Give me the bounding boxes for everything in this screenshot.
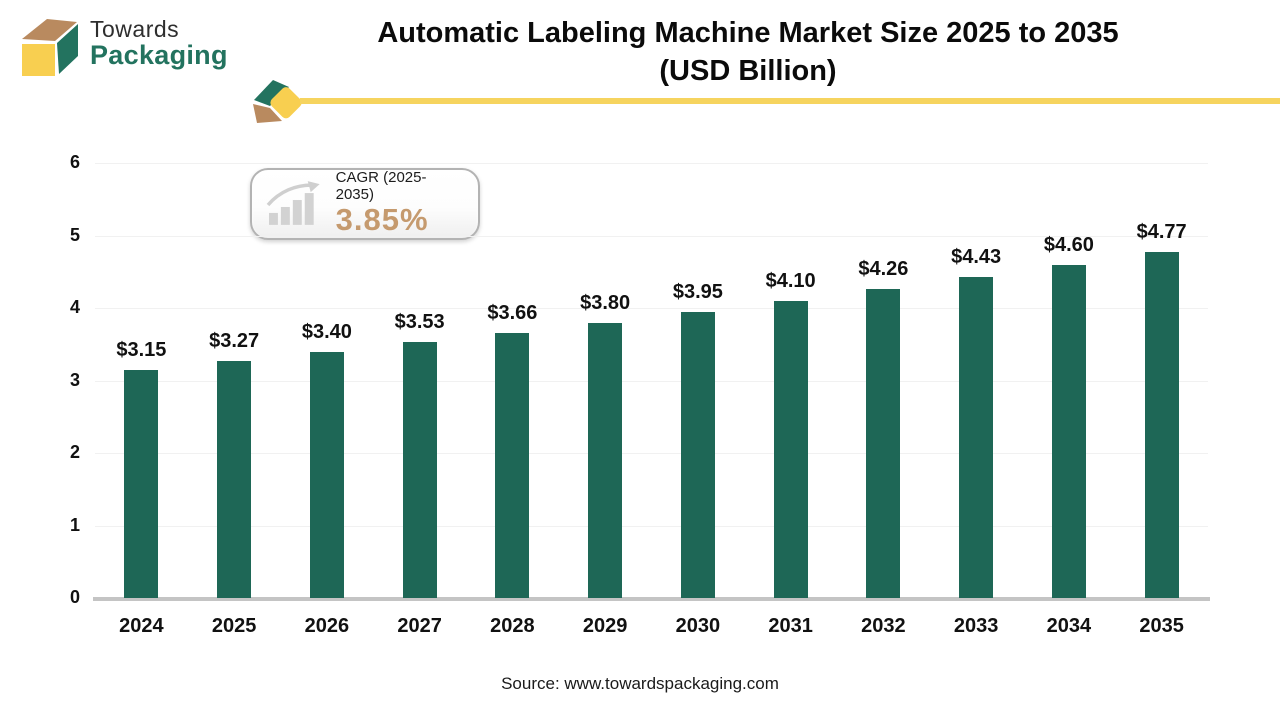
bar-value-label-2024: $3.15 bbox=[116, 338, 167, 361]
bar-value-label-2028: $3.66 bbox=[487, 301, 538, 324]
x-axis-label-2024: 2024 bbox=[119, 615, 164, 637]
y-axis-tick-4: 4 bbox=[69, 297, 80, 317]
y-axis-tick-5: 5 bbox=[69, 224, 80, 245]
logo-text-towards: Towards bbox=[90, 15, 180, 42]
gridline-4 bbox=[95, 308, 1208, 309]
bar-2030 bbox=[680, 311, 715, 598]
x-axis-label-2031: 2031 bbox=[768, 615, 813, 637]
x-axis-baseline bbox=[93, 597, 1210, 601]
x-axis-label-2034: 2034 bbox=[1046, 615, 1092, 637]
cagr-value: 3.85% bbox=[335, 202, 429, 238]
bar-2035 bbox=[1144, 252, 1179, 598]
y-axis-tick-6: 6 bbox=[69, 152, 80, 172]
chart-title-line1: Automatic Labeling Machine Market Size 2… bbox=[377, 17, 1119, 49]
towards-packaging-logo: Towards Packaging bbox=[12, 8, 228, 78]
x-axis-label-2029: 2029 bbox=[582, 615, 628, 637]
gridline-1 bbox=[95, 525, 1208, 527]
bar-value-label-2030: $3.95 bbox=[672, 280, 723, 303]
bar-value-label-2032: $4.26 bbox=[858, 258, 909, 281]
bar-2025 bbox=[217, 360, 252, 598]
bar-value-label-2025: $3.27 bbox=[209, 329, 260, 352]
logo-text: Towards Packaging bbox=[90, 15, 228, 70]
y-axis-tick-1: 1 bbox=[69, 514, 80, 535]
bar-2027 bbox=[402, 342, 437, 598]
bar-value-label-2033: $4.43 bbox=[951, 245, 1002, 268]
gridline-2 bbox=[95, 453, 1208, 454]
y-axis-tick-0: 0 bbox=[69, 587, 80, 607]
x-axis-label-2026: 2026 bbox=[304, 615, 350, 637]
bar-2024 bbox=[124, 369, 159, 598]
bar-value-label-2035: $4.77 bbox=[1136, 221, 1187, 244]
gridline-3 bbox=[95, 380, 1208, 382]
bar-2034 bbox=[1051, 264, 1086, 598]
x-axis-label-2033: 2033 bbox=[953, 615, 999, 637]
chart-title-line2: (USD Billion) bbox=[659, 55, 837, 87]
bar-2031 bbox=[773, 300, 808, 598]
gridline-6 bbox=[95, 163, 1208, 164]
growth-chart-icon bbox=[266, 181, 320, 225]
x-axis-label-2028: 2028 bbox=[490, 615, 535, 637]
y-axis-tick-3: 3 bbox=[69, 369, 80, 390]
bar-2032 bbox=[866, 289, 901, 598]
bar-2026 bbox=[309, 351, 344, 598]
chart-title: Automatic Labeling Machine Market Size 2… bbox=[216, 14, 1280, 90]
x-axis-label-2025: 2025 bbox=[211, 615, 257, 637]
bar-value-label-2027: $3.53 bbox=[394, 311, 445, 334]
bar-value-label-2029: $3.80 bbox=[580, 291, 631, 314]
bar-2033 bbox=[959, 276, 994, 598]
divider-rule bbox=[300, 98, 1280, 104]
bar-value-label-2034: $4.60 bbox=[1043, 233, 1094, 256]
bar-2029 bbox=[588, 322, 623, 598]
divider-diamond-icon bbox=[253, 80, 302, 123]
cagr-badge-text: CAGR (2025-2035) 3.85% bbox=[336, 170, 464, 237]
logo-text-packaging: Packaging bbox=[90, 39, 228, 70]
y-axis-tick-2: 2 bbox=[69, 442, 80, 462]
cagr-label: CAGR (2025-2035) bbox=[335, 169, 427, 203]
x-axis-label-2032: 2032 bbox=[861, 615, 906, 637]
gridline-5 bbox=[95, 235, 1208, 237]
cagr-badge: CAGR (2025-2035) 3.85% bbox=[250, 168, 480, 240]
bar-value-label-2031: $4.10 bbox=[765, 269, 816, 292]
cube-logo-icon bbox=[22, 19, 78, 76]
x-axis-label-2030: 2030 bbox=[675, 615, 721, 637]
x-axis-label-2027: 2027 bbox=[397, 615, 442, 637]
bar-value-label-2026: $3.40 bbox=[301, 320, 352, 343]
x-axis-label-2035: 2035 bbox=[1139, 615, 1184, 637]
source-note: Source: www.towardspackaging.com bbox=[501, 674, 779, 693]
bar-2028 bbox=[495, 332, 530, 598]
